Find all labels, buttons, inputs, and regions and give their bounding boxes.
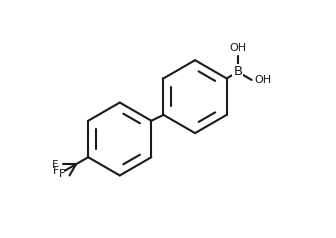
Text: OH: OH [229,43,246,53]
Text: F: F [52,160,58,170]
Text: B: B [233,65,242,79]
Text: OH: OH [254,75,271,85]
Text: F: F [53,166,59,176]
Text: F: F [58,169,65,179]
